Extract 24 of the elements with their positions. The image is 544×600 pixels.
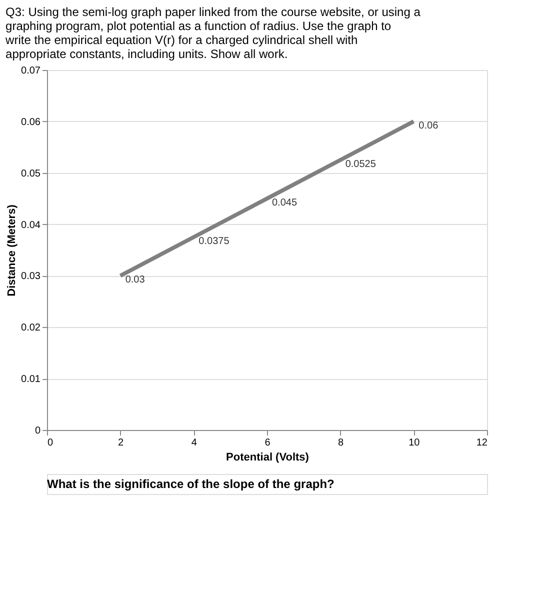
data-label: 0.0525	[345, 159, 376, 170]
y-tick-label: 0.06	[21, 116, 41, 128]
y-tick-label: 0.05	[21, 168, 41, 180]
x-axis-title: Potential (Volts)	[226, 452, 310, 464]
data-label: 0.045	[272, 198, 298, 209]
x-tick-label: 10	[408, 438, 420, 448]
data-label: 0.0375	[198, 236, 230, 248]
x-tick-label: 2	[118, 438, 124, 448]
data-label: 0.03	[125, 274, 146, 286]
x-tick-label: 8	[338, 438, 344, 448]
y-tick-label: 0.03	[21, 271, 41, 282]
y-tick-label: 0.01	[21, 374, 41, 386]
text: What is the significance of the slope of the graph?	[47, 477, 334, 491]
y-tick-label: 0	[34, 426, 41, 436]
x-tick-label: 0	[48, 438, 54, 448]
text: Q3: Using the semi-log graph paper linked from the course website, or using a graphing program, plot potential as a function of radius. Use the graph to write the empirical equation V(r) for a charged cylindrical shell with appropriate constants, including units. Show all work.	[4, 5, 421, 61]
y-tick-label: 0.07	[21, 66, 41, 76]
y-tick-label: 0.04	[21, 220, 41, 231]
x-tick-label: 6	[264, 438, 271, 448]
data-label: 0.06	[418, 120, 439, 132]
x-tick-label: 12	[476, 438, 488, 448]
y-tick-label: 0.02	[21, 322, 41, 334]
x-tick-label: 4	[191, 438, 198, 448]
y-axis-title: Distance (Meters)	[6, 204, 18, 296]
